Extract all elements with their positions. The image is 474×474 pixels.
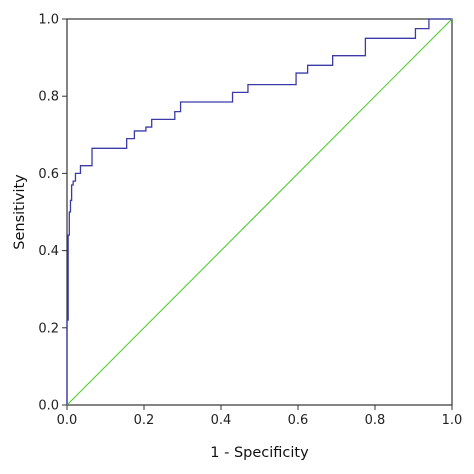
- y-tick-label: 0.0: [38, 399, 59, 414]
- y-tick-label: 0.2: [38, 321, 59, 336]
- x-tick-label: 1.0: [442, 413, 463, 428]
- y-tick-label: 0.4: [38, 244, 59, 259]
- y-tick-label: 1.0: [38, 13, 59, 28]
- y-axis-label: Sensitivity: [12, 174, 28, 250]
- x-tick-label: 0.8: [365, 413, 386, 428]
- x-axis: 0.0 0.2 0.4 0.6 0.8 1.0: [57, 405, 463, 428]
- x-tick-label: 0.2: [134, 413, 155, 428]
- x-tick-label: 0.0: [57, 413, 78, 428]
- reference-diagonal: [66, 18, 453, 406]
- plot-area: [66, 18, 453, 406]
- y-tick-label: 0.8: [38, 90, 59, 105]
- x-axis-label: 1 - Specificity: [210, 445, 309, 461]
- x-tick-label: 0.4: [211, 413, 232, 428]
- roc-curve: [66, 18, 452, 405]
- series-layer: [66, 18, 453, 406]
- y-tick-label: 0.6: [38, 167, 59, 182]
- x-tick-label: 0.6: [288, 413, 309, 428]
- y-axis: 0.0 0.2 0.4 0.6 0.8 1.0: [38, 13, 67, 414]
